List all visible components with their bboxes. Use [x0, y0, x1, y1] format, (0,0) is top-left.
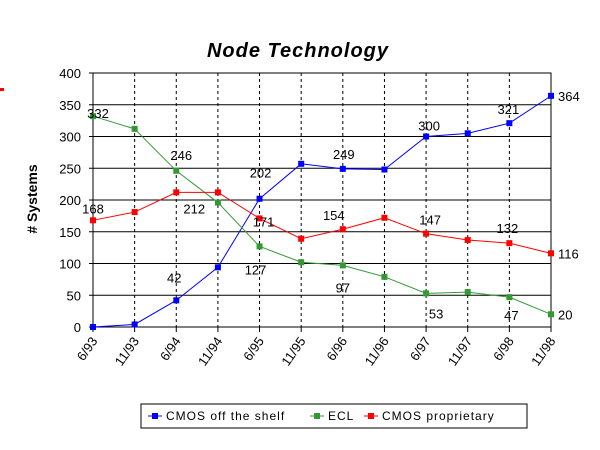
- data-point: [173, 189, 180, 196]
- data-label: 42: [167, 270, 181, 285]
- x-tick-label: 6/97: [407, 334, 434, 363]
- legend: CMOS off the shelf ECL CMOS proprietary: [140, 403, 528, 429]
- data-label: 147: [419, 213, 441, 228]
- data-point: [339, 226, 346, 233]
- y-tick-label: 100: [59, 257, 81, 272]
- data-label: 132: [497, 221, 519, 236]
- data-point: [131, 125, 138, 132]
- x-tick-label: 11/98: [528, 334, 558, 368]
- data-label: 97: [336, 280, 350, 295]
- legend-box: [140, 403, 528, 429]
- data-point: [339, 165, 346, 172]
- series-0: [90, 92, 554, 330]
- chart-title: Node Technology: [207, 40, 389, 62]
- series-group: [90, 92, 554, 330]
- data-point: [298, 259, 305, 266]
- data-point: [464, 237, 471, 244]
- data-point: [381, 166, 388, 173]
- data-label: 20: [558, 307, 572, 322]
- data-point: [339, 262, 346, 269]
- data-point: [423, 230, 430, 237]
- data-point: [464, 289, 471, 296]
- y-tick-label: 0: [74, 320, 81, 335]
- series-line: [92, 115, 552, 315]
- data-point: [256, 243, 263, 250]
- data-labels: 42 202 249 300 321 364 332 246 127 97 53 47 20 168 212…: [82, 89, 580, 323]
- data-point: [423, 133, 430, 140]
- data-point: [214, 189, 221, 196]
- data-label: 332: [87, 106, 109, 121]
- data-point: [90, 324, 96, 330]
- data-point: [548, 311, 554, 318]
- data-point: [506, 240, 513, 247]
- data-label: 116: [558, 246, 579, 261]
- x-tick-label: 11/97: [445, 334, 475, 368]
- y-tick-label: 350: [59, 98, 81, 113]
- data-label: 249: [333, 147, 355, 162]
- x-tick-label: 11/94: [195, 334, 225, 368]
- series-2: [90, 189, 554, 257]
- edge-marker: [0, 88, 4, 91]
- data-point: [548, 92, 554, 99]
- y-tick-label: 200: [59, 193, 81, 208]
- data-label: 53: [429, 306, 443, 321]
- data-label: 168: [82, 201, 104, 216]
- x-tick-label: 11/96: [362, 334, 392, 368]
- data-point: [298, 160, 305, 167]
- data-point: [423, 290, 430, 297]
- legend-marker: [314, 413, 320, 419]
- data-label: 171: [253, 214, 275, 229]
- data-point: [173, 297, 180, 304]
- data-point: [90, 217, 96, 224]
- x-tick-label: 6/96: [323, 334, 350, 363]
- data-label: 127: [245, 262, 267, 277]
- data-label: 300: [418, 119, 440, 134]
- legend-marker: [152, 413, 158, 419]
- data-point: [131, 321, 138, 328]
- data-label: 321: [498, 102, 520, 117]
- legend-marker: [368, 413, 374, 419]
- data-point: [214, 199, 221, 206]
- series-line: [92, 191, 552, 254]
- data-point: [256, 195, 263, 202]
- data-label: 202: [250, 166, 272, 181]
- data-point: [173, 167, 180, 174]
- y-tick-label: 150: [59, 225, 81, 240]
- legend-entry: CMOS proprietary: [382, 409, 495, 423]
- legend-entry: CMOS off the shelf: [166, 409, 285, 423]
- x-tick-label: 11/93: [112, 334, 142, 368]
- data-point: [381, 214, 388, 221]
- series-line: [92, 95, 552, 328]
- plot-area: [92, 72, 552, 328]
- data-point: [214, 264, 221, 271]
- data-point: [506, 294, 513, 301]
- y-axis-label: # Systems: [24, 164, 40, 233]
- y-tick-label: 50: [67, 288, 81, 303]
- data-point: [381, 273, 388, 280]
- data-point: [131, 209, 138, 216]
- data-label: 47: [504, 308, 518, 323]
- y-tick-label: 400: [59, 66, 81, 81]
- data-label: 364: [558, 89, 580, 104]
- series-1: [90, 113, 554, 318]
- x-tick-label: 6/98: [490, 334, 517, 363]
- data-point: [298, 235, 305, 242]
- x-tick-label: 11/95: [278, 334, 308, 368]
- data-label: 246: [170, 148, 192, 163]
- data-label: 154: [323, 208, 345, 223]
- data-label: 212: [183, 201, 205, 216]
- legend-entry: ECL: [328, 409, 354, 423]
- x-tick-label: 6/95: [240, 334, 267, 363]
- x-tick-label: 6/93: [74, 334, 101, 363]
- grid: [93, 72, 551, 328]
- data-point: [90, 113, 96, 120]
- y-tick-label: 250: [59, 161, 81, 176]
- data-point: [548, 250, 554, 257]
- data-point: [506, 120, 513, 127]
- data-point: [256, 215, 263, 222]
- x-tick-label: 6/94: [157, 334, 184, 363]
- data-point: [464, 130, 471, 137]
- y-tick-label: 300: [59, 130, 81, 145]
